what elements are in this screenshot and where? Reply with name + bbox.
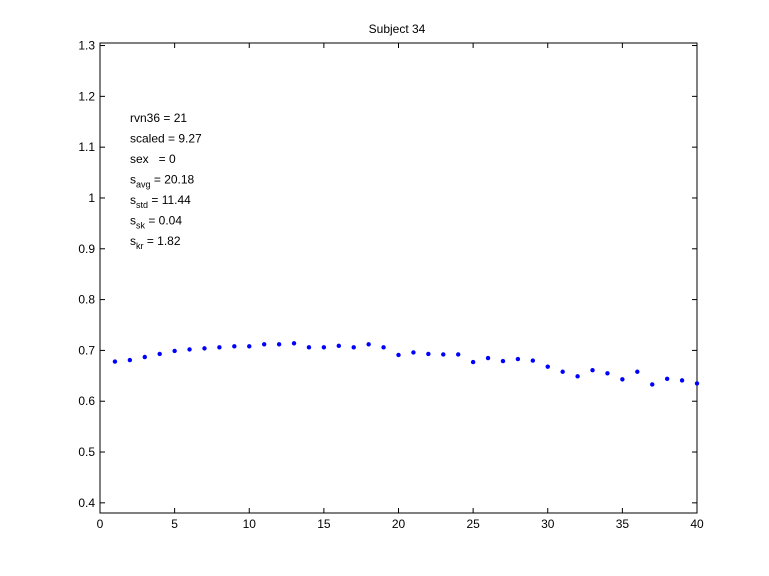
data-point bbox=[202, 346, 207, 351]
data-point bbox=[485, 355, 491, 361]
data-point bbox=[411, 350, 416, 355]
data-point bbox=[291, 341, 297, 346]
data-point bbox=[306, 345, 312, 350]
x-axis: 0 5 10 15 20 25 30 35 40 bbox=[97, 43, 704, 531]
x-tick-label: 15 bbox=[317, 517, 331, 531]
stat-line: ssk = 0.04 bbox=[130, 214, 182, 231]
data-points bbox=[112, 341, 700, 387]
data-point bbox=[426, 351, 431, 357]
data-point bbox=[694, 381, 700, 386]
y-axis: 0.4 0.5 0.6 0.7 0.8 0.9 1 1.1 1.2 1.3 bbox=[78, 39, 697, 510]
chart-title: Subject 34 bbox=[369, 22, 426, 36]
y-tick-label: 1.1 bbox=[78, 140, 95, 154]
data-point bbox=[441, 352, 446, 357]
data-point bbox=[187, 347, 192, 352]
data-point bbox=[127, 357, 133, 363]
x-tick-label: 20 bbox=[392, 517, 406, 531]
data-point bbox=[217, 345, 222, 350]
y-tick-label: 0.4 bbox=[78, 496, 95, 510]
stat-line: sstd = 11.44 bbox=[130, 193, 191, 210]
data-point bbox=[500, 358, 506, 364]
stat-line: skr = 1.82 bbox=[130, 234, 181, 251]
stat-line: scaled = 9.27 bbox=[130, 132, 202, 146]
data-point bbox=[276, 342, 282, 347]
y-tick-label: 0.9 bbox=[78, 242, 95, 256]
data-point bbox=[515, 356, 521, 362]
data-point bbox=[351, 345, 356, 350]
y-tick-label: 1.3 bbox=[78, 39, 95, 53]
data-point bbox=[605, 371, 610, 376]
data-point bbox=[321, 345, 327, 350]
stat-line: rvn36 = 21 bbox=[130, 111, 187, 125]
x-tick-label: 35 bbox=[616, 517, 630, 531]
data-point bbox=[575, 374, 580, 379]
data-point bbox=[381, 345, 386, 350]
data-point bbox=[112, 359, 118, 364]
y-tick-label: 0.6 bbox=[78, 394, 95, 408]
stat-line: savg = 20.18 bbox=[130, 173, 195, 190]
data-point bbox=[366, 342, 371, 347]
data-point bbox=[620, 377, 625, 382]
data-point bbox=[396, 352, 401, 358]
data-point bbox=[232, 344, 237, 349]
data-point bbox=[545, 364, 550, 369]
y-tick-label: 0.5 bbox=[78, 445, 95, 459]
plot-area bbox=[99, 42, 698, 514]
data-point bbox=[650, 382, 655, 387]
y-tick-label: 1 bbox=[88, 191, 95, 205]
stat-line: sex = 0 bbox=[130, 152, 176, 166]
data-point bbox=[470, 359, 476, 365]
data-point bbox=[336, 343, 341, 349]
x-tick-label: 0 bbox=[97, 517, 104, 531]
data-point bbox=[261, 342, 267, 347]
y-tick-label: 0.8 bbox=[78, 293, 95, 307]
data-point bbox=[664, 376, 670, 382]
x-tick-label: 30 bbox=[541, 517, 555, 531]
data-point bbox=[172, 348, 177, 354]
data-point bbox=[157, 351, 162, 357]
data-point bbox=[456, 352, 461, 357]
data-point bbox=[679, 378, 685, 383]
data-point bbox=[142, 354, 147, 360]
data-point bbox=[560, 369, 565, 374]
data-point bbox=[590, 368, 595, 373]
x-tick-label: 40 bbox=[690, 517, 704, 531]
data-point bbox=[635, 369, 640, 374]
data-point bbox=[530, 358, 536, 363]
x-tick-label: 10 bbox=[243, 517, 257, 531]
data-point bbox=[247, 344, 252, 349]
x-tick-label: 5 bbox=[171, 517, 178, 531]
y-tick-label: 1.2 bbox=[78, 89, 95, 103]
stats-annotation: rvn36 = 21 scaled = 9.27 sex = 0 savg = 20.… bbox=[130, 111, 202, 251]
y-tick-label: 0.7 bbox=[78, 343, 95, 357]
x-tick-label: 25 bbox=[466, 517, 480, 531]
